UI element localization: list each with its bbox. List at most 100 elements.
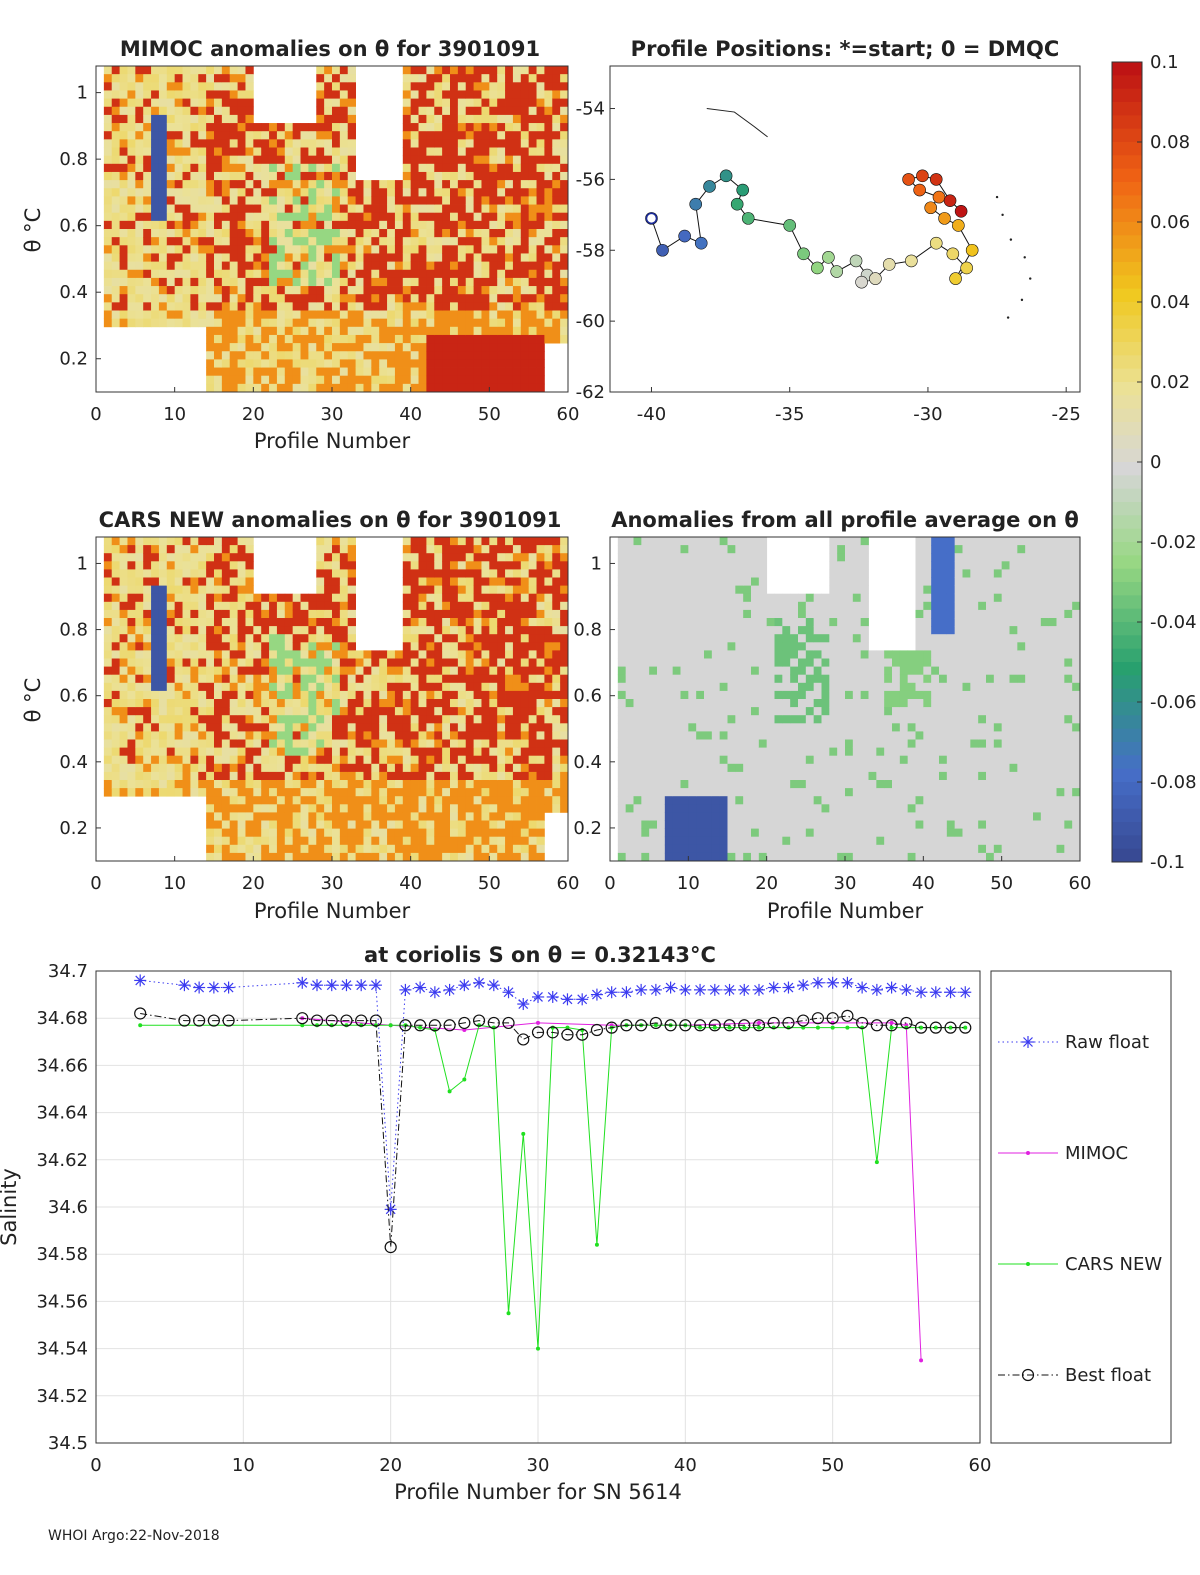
heatmap-cell (536, 731, 545, 740)
heatmap-cell (481, 245, 490, 254)
heatmap-cell (245, 196, 254, 205)
heatmap-cell (418, 844, 427, 854)
heatmap-cell (276, 739, 286, 748)
heatmap-cell (649, 650, 658, 659)
heatmap-cell (426, 131, 435, 140)
heatmap-cell (151, 739, 160, 748)
heatmap-cell (103, 106, 113, 116)
heatmap-cell (505, 739, 514, 748)
heatmap-cell (347, 780, 356, 789)
heatmap-cell (489, 90, 498, 99)
heatmap-cell (450, 82, 459, 91)
heatmap-cell (410, 585, 419, 595)
heatmap-cell (229, 780, 238, 789)
heatmap-cell (544, 302, 553, 311)
heatmap-cell (276, 139, 286, 148)
heatmap-cell (371, 253, 380, 262)
heatmap-cell (758, 715, 768, 724)
heatmap-cell (253, 690, 262, 700)
heatmap-cell (119, 212, 128, 222)
heatmap-cell (727, 771, 736, 781)
heatmap-cell (465, 343, 474, 352)
heatmap-cell (560, 755, 569, 765)
heatmap-cell (229, 294, 238, 303)
heatmap-cell (536, 812, 545, 821)
heatmap-cell (276, 642, 286, 651)
heatmap-cell (355, 699, 364, 708)
heatmap-cell (339, 310, 349, 320)
heatmap-cell (103, 66, 113, 75)
heatmap-cell (229, 334, 238, 344)
heatmap-cell (229, 634, 238, 643)
heatmap-cell (119, 114, 128, 124)
heatmap-cell (473, 139, 482, 148)
heatmap-cell (633, 771, 642, 781)
heatmap-cell (704, 545, 713, 554)
heatmap-cell (457, 844, 467, 854)
heatmap-cell (727, 788, 736, 797)
heatmap-cell (363, 286, 372, 295)
heatmap-cell (442, 334, 451, 344)
heatmap-cell (450, 828, 459, 838)
heatmap-cell (363, 237, 372, 246)
heatmap-cell (198, 106, 207, 116)
heatmap-cell (379, 188, 388, 197)
heatmap-cell (206, 666, 215, 676)
heatmap-cell (505, 609, 514, 619)
heatmap-cell (457, 351, 467, 360)
heatmap-cell (206, 569, 215, 578)
heatmap-cell (552, 674, 561, 684)
heatmap-cell (269, 253, 278, 262)
heatmap-cell (528, 666, 537, 676)
heatmap-cell (127, 537, 136, 546)
heatmap-cell (339, 836, 349, 846)
heatmap-cell (505, 545, 514, 554)
heatmap-cell (536, 553, 545, 562)
heatmap-cell (355, 229, 364, 238)
heatmap-cell (261, 155, 270, 165)
heatmap-cell (450, 723, 459, 732)
heatmap-cell (680, 755, 689, 765)
heatmap-cell (497, 836, 506, 846)
heatmap-cell (339, 618, 349, 627)
heatmap-cell (119, 131, 128, 140)
heatmap-cell (528, 739, 537, 748)
heatmap-cell (489, 690, 498, 700)
heatmap-cell (324, 359, 333, 368)
heatmap-cell (221, 343, 231, 352)
heatmap-cell (221, 98, 231, 108)
heatmap-cell (711, 723, 721, 732)
heatmap-cell (625, 609, 634, 619)
heatmap-cell (625, 723, 634, 732)
heatmap-cell (127, 642, 136, 651)
heatmap-cell (528, 383, 537, 393)
heatmap-cell (672, 844, 681, 854)
heatmap-cell (166, 212, 176, 222)
heatmap-cell (119, 569, 128, 578)
heatmap-cell (206, 828, 215, 838)
heatmap-cell (332, 585, 341, 595)
heatmap-cell (465, 147, 474, 157)
heatmap-cell (536, 537, 545, 546)
heatmap-cell (641, 796, 650, 805)
heatmap-cell (465, 699, 474, 708)
heatmap-cell (324, 771, 333, 781)
heatmap-cell (174, 245, 183, 254)
heatmap-cell (505, 229, 514, 238)
heatmap-cell (324, 553, 333, 562)
heatmap-cell (111, 188, 120, 197)
heatmap-cell (253, 147, 262, 157)
heatmap-cell (198, 585, 207, 595)
heatmap-cell (214, 277, 223, 287)
heatmap-cell (457, 682, 467, 692)
heatmap-cell (371, 180, 380, 189)
heatmap-cell (394, 723, 404, 732)
heatmap-cell (544, 277, 553, 287)
heatmap-cell (190, 131, 199, 140)
heatmap-cell (135, 212, 144, 222)
heatmap-cell (292, 277, 301, 287)
heatmap-cell (672, 561, 681, 570)
heatmap-cell (528, 114, 537, 124)
heatmap-cell (379, 229, 388, 238)
heatmap-cell (751, 585, 760, 595)
